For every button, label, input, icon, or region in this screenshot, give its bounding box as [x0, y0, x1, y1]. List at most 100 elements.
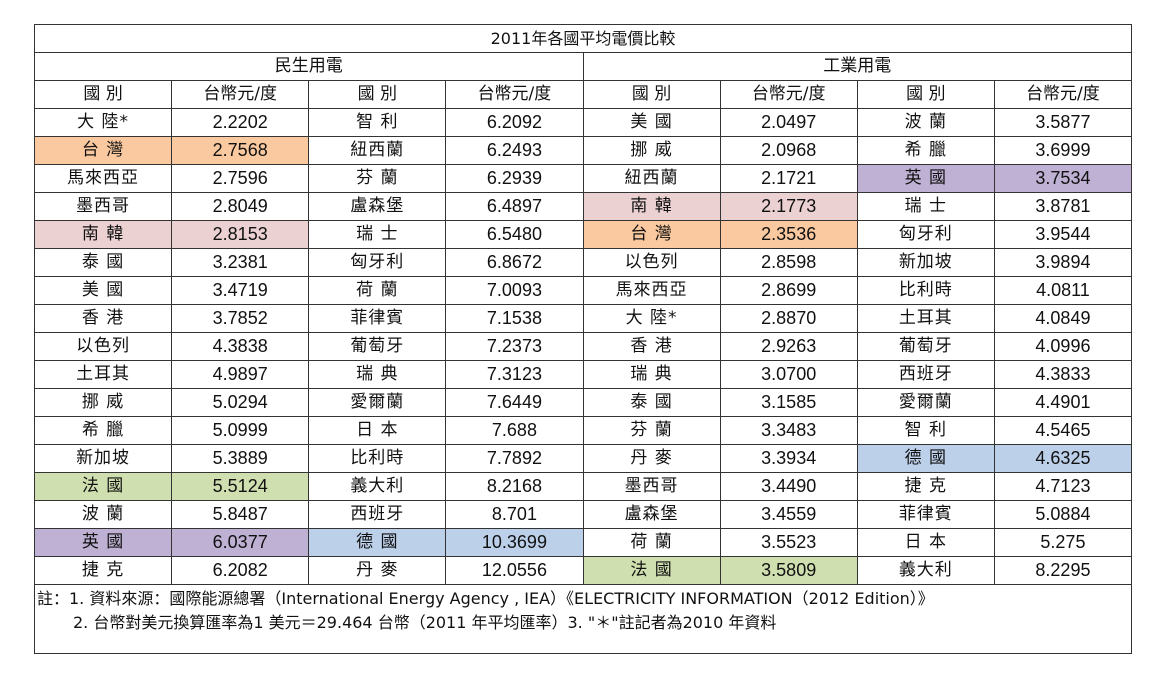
price-cell: 12.0556: [445, 556, 584, 585]
price-cell: 2.7596: [171, 164, 310, 193]
table-row: 美 國 3.4719 荷 蘭 7.0093 馬來西亞 2.8699 比利時 4.0811: [33, 276, 1133, 305]
country-cell: 智 利: [308, 108, 447, 137]
price-cell: 7.1538: [445, 304, 584, 333]
country-cell: 挪 威: [33, 388, 173, 417]
price-cell: 4.5465: [993, 416, 1133, 445]
country-cell: 瑞 典: [308, 360, 447, 389]
price-cell: 3.5523: [719, 528, 858, 557]
price-cell: 5.5124: [171, 472, 310, 501]
country-cell: 比利時: [308, 444, 447, 473]
price-cell: 6.8672: [445, 248, 584, 277]
country-cell: 墨西哥: [582, 472, 721, 501]
table-row: 新加坡 5.3889 比利時 7.7892 丹 麥 3.3934 德 國 4.6325: [33, 444, 1133, 473]
section-row: 民生用電 工業用電: [34, 52, 1132, 81]
price-cell: 7.3123: [445, 360, 584, 389]
country-cell: 波 蘭: [856, 108, 995, 137]
table-row: 泰 國 3.2381 匈牙利 6.8672 以色列 2.8598 新加坡 3.9894: [33, 248, 1133, 277]
price-cell: 6.0377: [171, 528, 310, 557]
price-cell: 6.4897: [445, 192, 584, 221]
country-cell: 愛爾蘭: [308, 388, 447, 417]
country-cell: 德 國: [856, 444, 995, 473]
price-cell: 5.0884: [993, 500, 1133, 529]
country-cell: 葡萄牙: [308, 332, 447, 361]
country-cell: 捷 克: [33, 556, 173, 585]
price-cell: 5.0999: [171, 416, 310, 445]
country-cell: 香 港: [582, 332, 721, 361]
price-comparison-table-container: 2011年各國平均電價比較 民生用電 工業用電 國 別台幣元/度國 別台幣元/度…: [33, 24, 1133, 654]
price-cell: 3.4719: [171, 276, 310, 305]
country-cell: 波 蘭: [33, 500, 173, 529]
column-header-country: 國 別: [308, 80, 447, 109]
country-cell: 芬 蘭: [308, 164, 447, 193]
note-line-2: 2. 台幣對美元換算匯率為1 美元＝29.464 台幣（2011 年平均匯率）3…: [73, 613, 777, 632]
table-row: 馬來西亞 2.7596 芬 蘭 6.2939 紐西蘭 2.1721 英 國 3.7534: [33, 164, 1133, 193]
country-cell: 荷 蘭: [582, 528, 721, 557]
price-cell: 3.5809: [719, 556, 858, 585]
country-cell: 菲律賓: [856, 500, 995, 529]
price-cell: 7.688: [445, 416, 584, 445]
country-cell: 菲律賓: [308, 304, 447, 333]
table-title: 2011年各國平均電價比較: [34, 24, 1132, 53]
country-cell: 丹 麥: [582, 444, 721, 473]
note-line-1: 註：1. 資料來源：國際能源總署（International Energy Ag…: [37, 589, 934, 608]
country-cell: 英 國: [856, 164, 995, 193]
table-row: 台 灣 2.7568 紐西蘭 6.2493 挪 威 2.0968 希 臘 3.6999: [33, 136, 1133, 165]
country-cell: 匈牙利: [308, 248, 447, 277]
price-cell: 5.0294: [171, 388, 310, 417]
country-cell: 以色列: [33, 332, 173, 361]
column-header-country: 國 別: [582, 80, 721, 109]
country-cell: 西班牙: [856, 360, 995, 389]
country-cell: 大 陸*: [582, 304, 721, 333]
country-cell: 香 港: [33, 304, 173, 333]
table-row: 大 陸* 2.2202 智 利 6.2092 美 國 2.0497 波 蘭 3.5877: [33, 108, 1133, 137]
country-cell: 荷 蘭: [308, 276, 447, 305]
price-cell: 4.3833: [993, 360, 1133, 389]
country-cell: 英 國: [33, 528, 173, 557]
section-industrial: 工業用電: [582, 52, 1132, 81]
country-cell: 墨西哥: [33, 192, 173, 221]
price-cell: 2.8153: [171, 220, 310, 249]
table-row: 捷 克 6.2082 丹 麥 12.0556 法 國 3.5809 義大利 8.2295: [33, 556, 1133, 585]
country-cell: 馬來西亞: [33, 164, 173, 193]
price-cell: 3.7534: [993, 164, 1133, 193]
country-cell: 葡萄牙: [856, 332, 995, 361]
table-row: 法 國 5.5124 義大利 8.2168 墨西哥 3.4490 捷 克 4.7123: [33, 472, 1133, 501]
country-cell: 紐西蘭: [308, 136, 447, 165]
country-cell: 瑞 士: [856, 192, 995, 221]
country-cell: 法 國: [33, 472, 173, 501]
country-cell: 新加坡: [33, 444, 173, 473]
country-cell: 希 臘: [856, 136, 995, 165]
country-cell: 土耳其: [33, 360, 173, 389]
price-cell: 4.9897: [171, 360, 310, 389]
country-cell: 西班牙: [308, 500, 447, 529]
country-cell: 美 國: [582, 108, 721, 137]
price-cell: 7.6449: [445, 388, 584, 417]
price-cell: 6.2092: [445, 108, 584, 137]
country-cell: 大 陸*: [33, 108, 173, 137]
table-row: 希 臘 5.0999 日 本 7.688 芬 蘭 3.3483 智 利 4.5465: [33, 416, 1133, 445]
country-cell: 泰 國: [582, 388, 721, 417]
country-cell: 台 灣: [582, 220, 721, 249]
notes-row: 註：1. 資料來源：國際能源總署（International Energy Ag…: [34, 584, 1132, 654]
price-cell: 3.5877: [993, 108, 1133, 137]
price-cell: 3.1585: [719, 388, 858, 417]
price-cell: 2.8870: [719, 304, 858, 333]
country-cell: 比利時: [856, 276, 995, 305]
country-cell: 盧森堡: [308, 192, 447, 221]
price-cell: 3.6999: [993, 136, 1133, 165]
country-cell: 挪 威: [582, 136, 721, 165]
price-cell: 2.8049: [171, 192, 310, 221]
country-cell: 法 國: [582, 556, 721, 585]
price-cell: 2.8598: [719, 248, 858, 277]
country-cell: 土耳其: [856, 304, 995, 333]
price-cell: 3.9544: [993, 220, 1133, 249]
price-cell: 4.4901: [993, 388, 1133, 417]
price-cell: 3.4490: [719, 472, 858, 501]
country-cell: 瑞 士: [308, 220, 447, 249]
table-row: 香 港 3.7852 菲律賓 7.1538 大 陸* 2.8870 土耳其 4.0849: [33, 304, 1133, 333]
country-cell: 丹 麥: [308, 556, 447, 585]
price-cell: 4.0811: [993, 276, 1133, 305]
column-header-row: 國 別台幣元/度國 別台幣元/度國 別台幣元/度國 別台幣元/度: [33, 80, 1133, 109]
price-cell: 2.0497: [719, 108, 858, 137]
column-header-price: 台幣元/度: [171, 80, 310, 109]
